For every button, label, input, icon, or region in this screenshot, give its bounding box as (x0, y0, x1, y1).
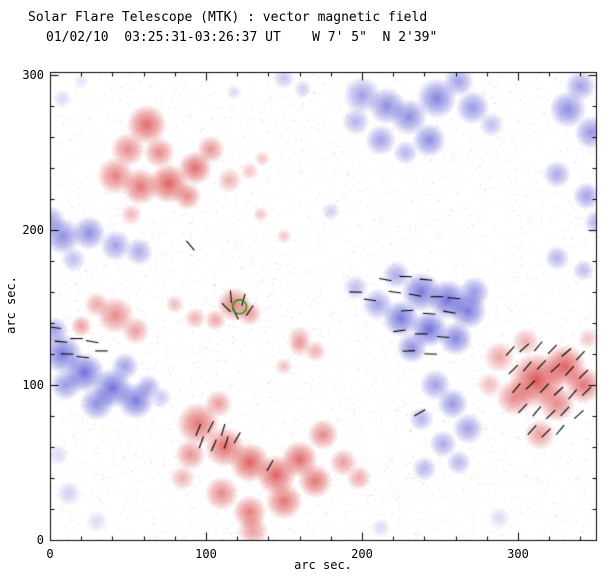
plot-subtitle: 01/02/10 03:25:31-03:26:37 UT W 7' 5" N … (46, 30, 438, 45)
y-tick-label: 100 (22, 378, 44, 393)
y-tick-label: 0 (36, 533, 44, 547)
y-tick-label: 200 (22, 223, 44, 238)
x-tick-label: 200 (351, 547, 373, 561)
plot-title: Solar Flare Telescope (MTK) : vector mag… (28, 10, 428, 25)
y-axis-label: arc sec. (4, 276, 18, 334)
y-tick-label: 300 (22, 68, 44, 83)
x-axis-label: arc sec. (294, 558, 352, 572)
x-tick-label: 100 (195, 547, 217, 561)
x-tick-label: 300 (507, 547, 529, 561)
x-tick-label: 0 (46, 547, 54, 561)
